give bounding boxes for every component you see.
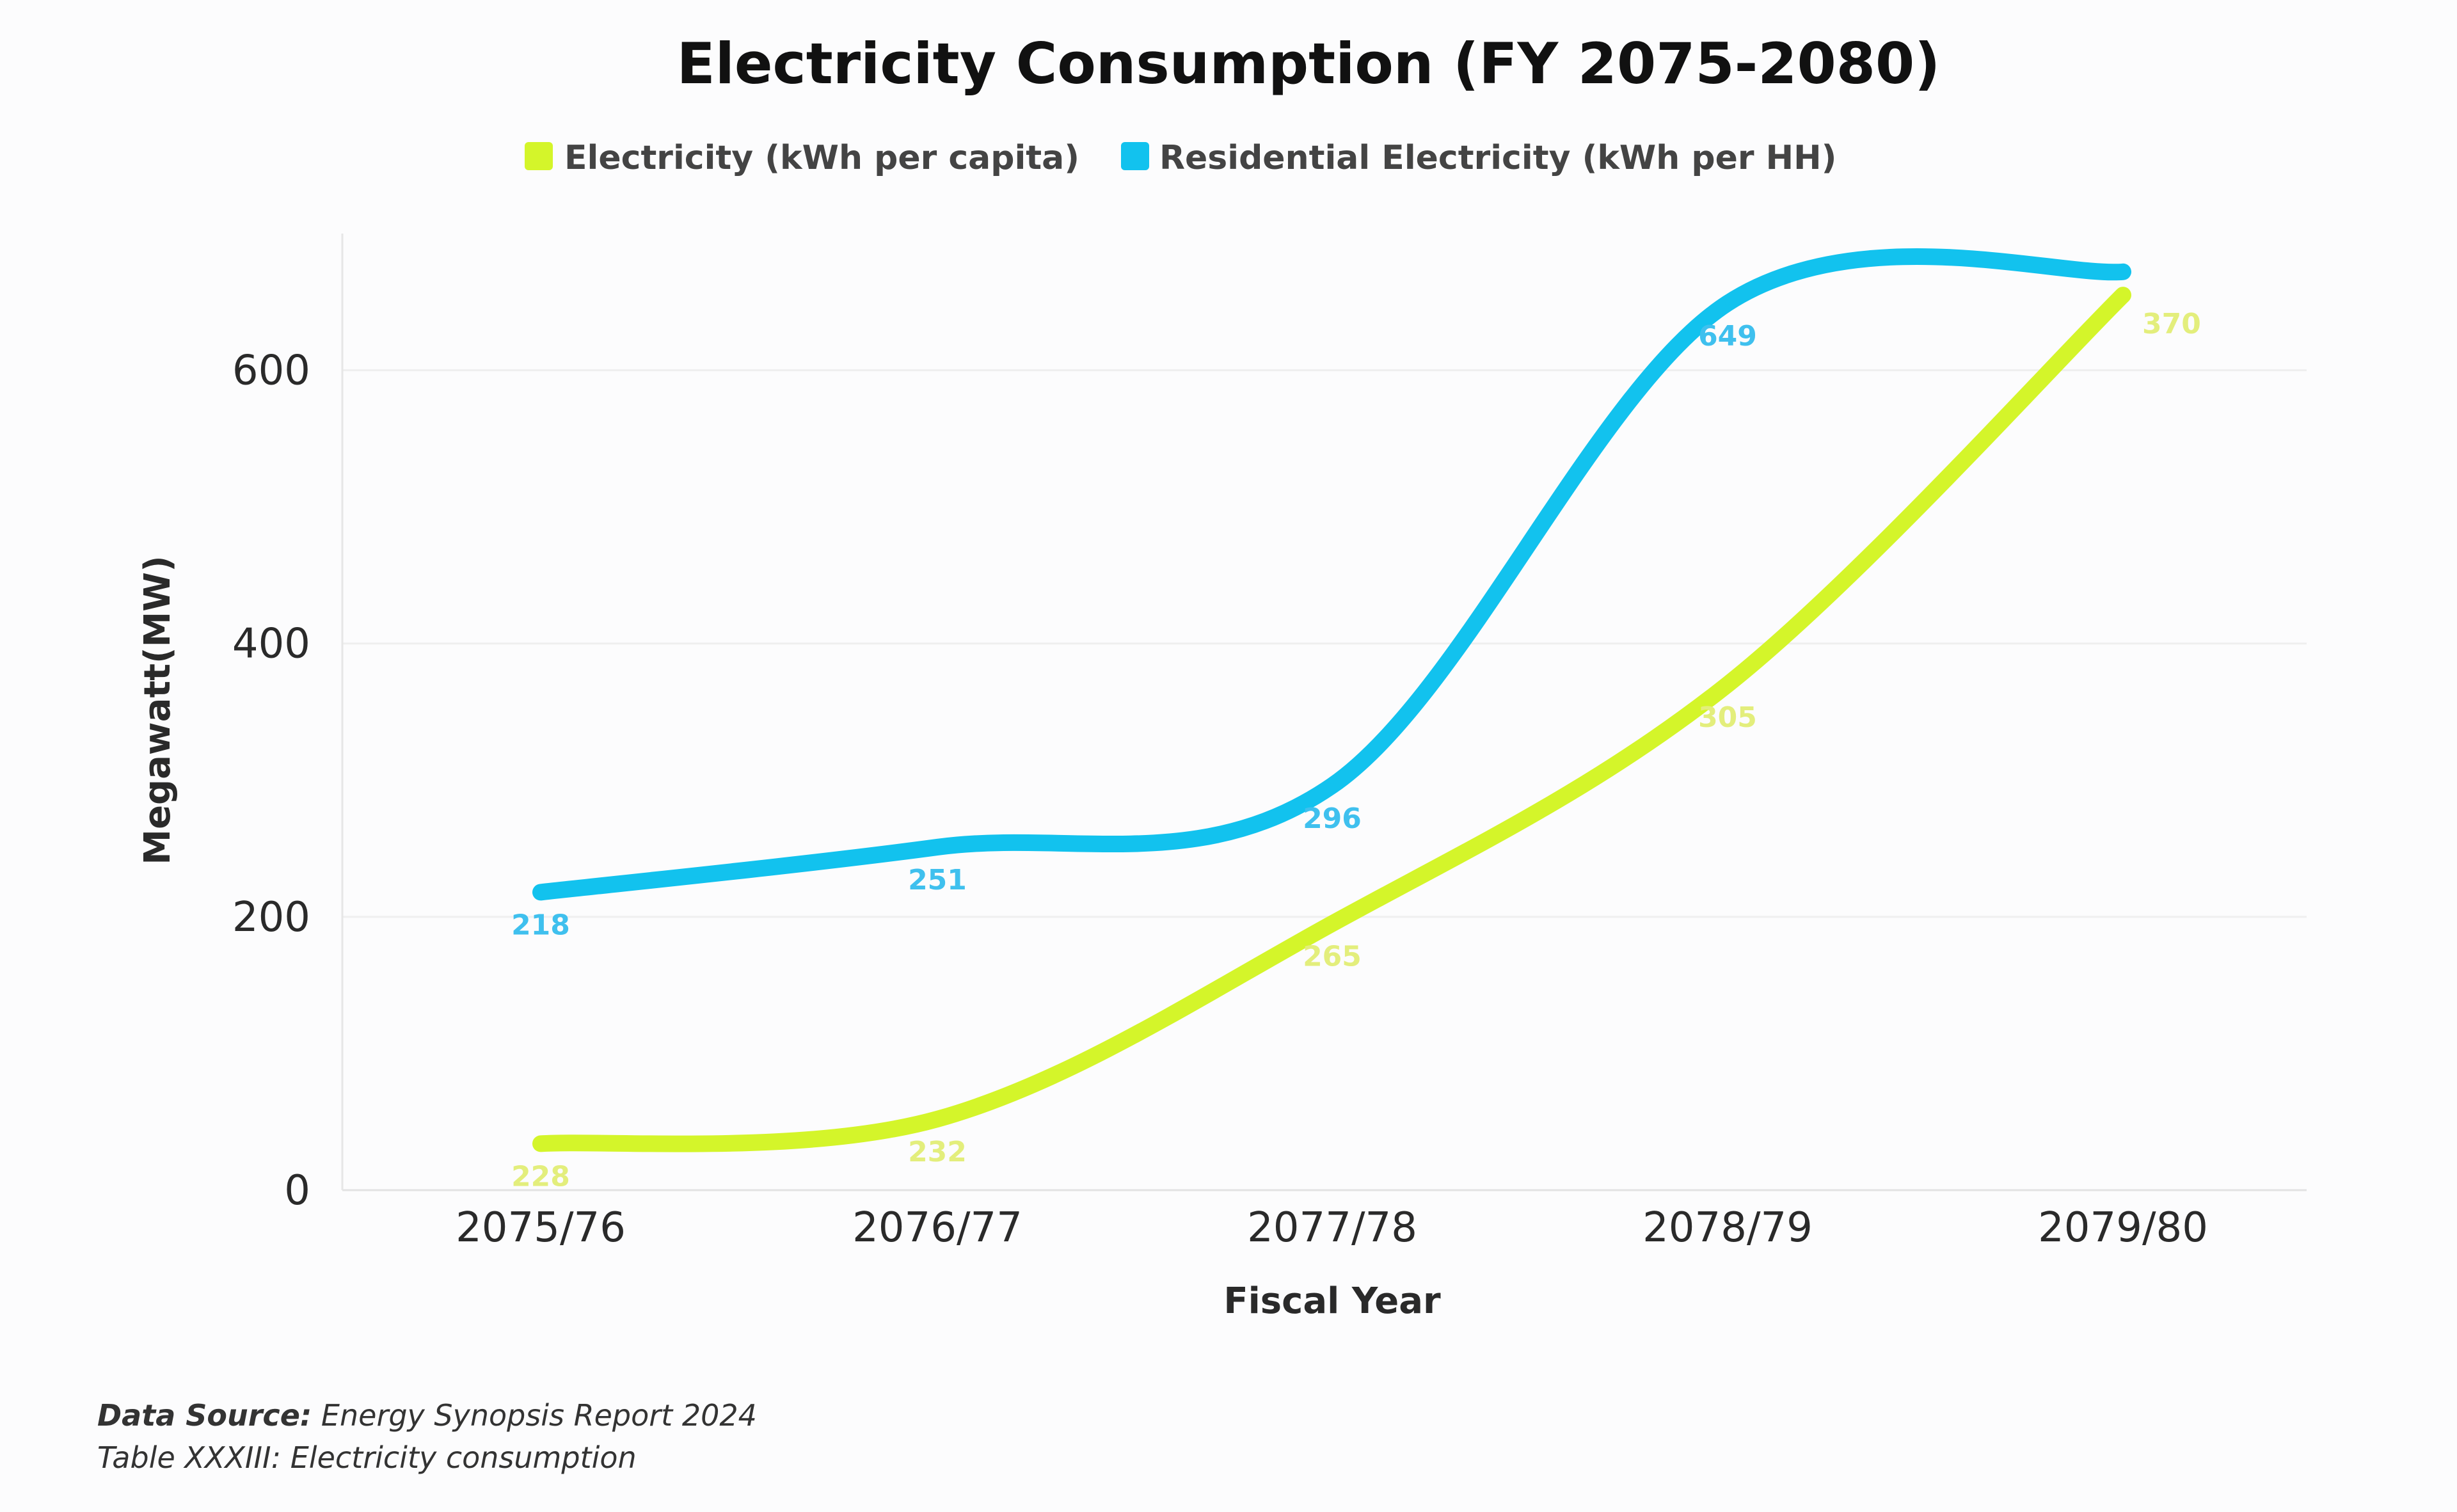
x-tick-2077/78: 2077/78 — [1247, 1204, 1417, 1252]
data-point-electricity-1 — [935, 1116, 940, 1122]
y-tick-200: 200 — [232, 894, 310, 941]
series-lines — [532, 248, 2131, 1152]
data-source: Data Source: Energy Synopsis Report 2024 — [97, 1398, 757, 1433]
x-axis-title: Fiscal Year — [1223, 1280, 1441, 1322]
x-tick-2075/76: 2075/76 — [456, 1204, 626, 1252]
data-label-residential-0: 218 — [511, 909, 570, 941]
data-point-residential-4 — [2120, 269, 2126, 275]
data-source-label: Data Source: — [97, 1398, 312, 1433]
data-label-electricity-4: 370 — [2142, 308, 2201, 340]
table-note: Table XXXIII: Electricity consumption — [97, 1440, 637, 1475]
series-line-electricity — [532, 287, 2131, 1152]
data-point-residential-3 — [1725, 300, 1730, 306]
data-label-electricity-1: 232 — [908, 1136, 967, 1168]
gridlines — [342, 369, 2307, 1191]
data-point-residential-2 — [1330, 783, 1335, 788]
y-tick-400: 400 — [232, 621, 310, 668]
legend-label-electricity: Electricity (kWh per capita) — [564, 139, 1079, 177]
data-label-residential-2: 296 — [1303, 802, 1362, 835]
x-tick-2078/79: 2078/79 — [1642, 1204, 1813, 1252]
data-point-residential-1 — [935, 844, 940, 850]
x-tick-labels: 2075/76 2076/77 2077/78 2078/79 2079/80 — [456, 1204, 2208, 1252]
chart-title: Electricity Consumption (FY 2075-2080) — [677, 31, 1941, 97]
legend-swatch-electricity — [525, 142, 553, 170]
data-point-electricity-4 — [2120, 292, 2126, 298]
legend: Electricity (kWh per capita) Residential… — [525, 139, 1836, 177]
legend-swatch-residential — [1121, 142, 1149, 170]
data-labels: 228 232 265 305 370 218 251 296 649 — [511, 308, 2201, 1193]
series-line-residential — [532, 248, 2131, 901]
data-point-electricity-2 — [1330, 921, 1335, 927]
data-source-text: Energy Synopsis Report 2024 — [312, 1398, 757, 1433]
data-point-electricity-0 — [538, 1141, 543, 1147]
data-label-electricity-3: 305 — [1698, 701, 1757, 734]
y-axis-title: Megawatt(MW) — [137, 555, 179, 864]
legend-label-residential: Residential Electricity (kWh per HH) — [1159, 139, 1836, 177]
x-tick-2076/77: 2076/77 — [852, 1204, 1022, 1252]
y-tick-600: 600 — [232, 347, 310, 395]
x-tick-2079/80: 2079/80 — [2038, 1204, 2208, 1252]
data-label-residential-1: 251 — [908, 864, 967, 896]
y-tick-labels: 0 200 400 600 — [232, 347, 310, 1214]
data-label-residential-3: 649 — [1698, 320, 1757, 353]
data-point-electricity-3 — [1725, 681, 1730, 687]
data-label-electricity-0: 228 — [511, 1160, 570, 1193]
data-point-residential-0 — [538, 889, 543, 895]
y-tick-0: 0 — [284, 1167, 310, 1214]
data-label-electricity-2: 265 — [1303, 941, 1362, 973]
